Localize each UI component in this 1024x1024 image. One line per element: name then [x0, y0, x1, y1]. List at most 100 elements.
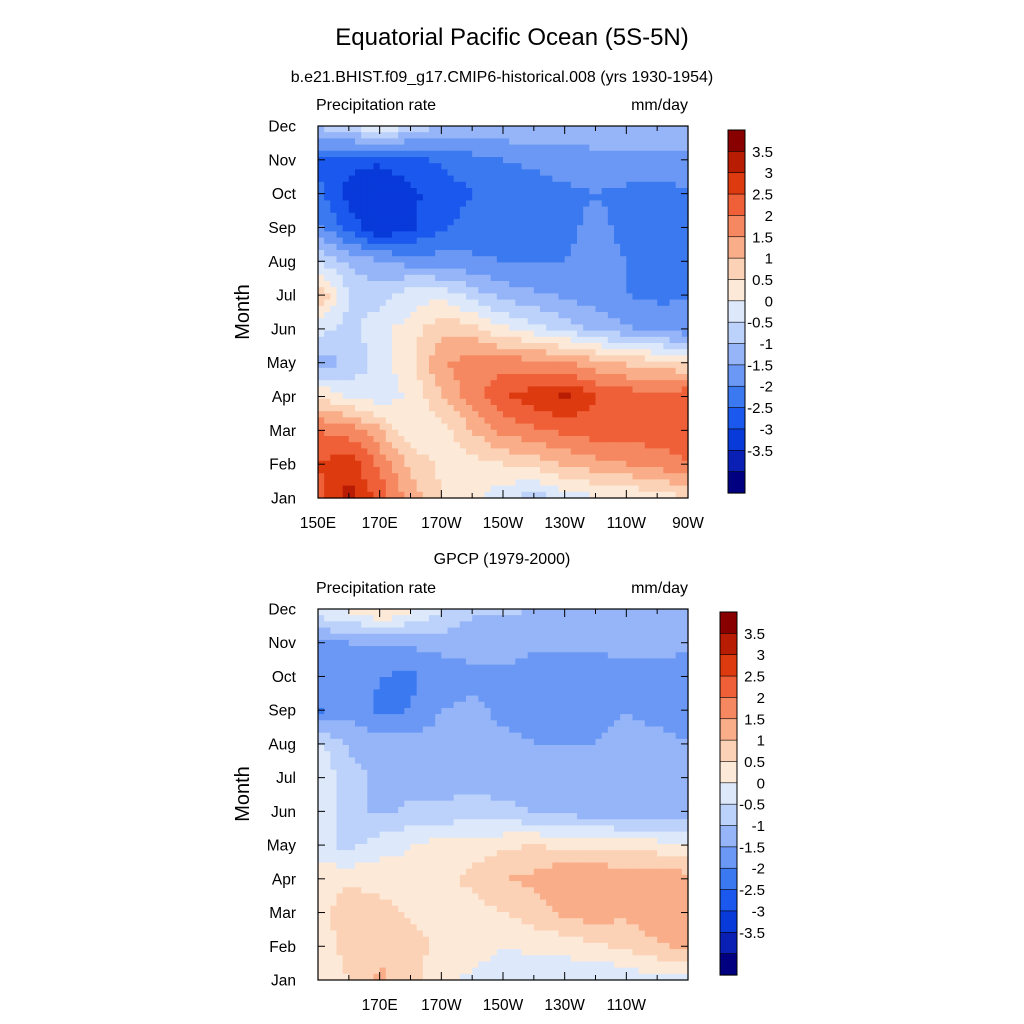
heatmap-cell: [558, 225, 566, 232]
heatmap-cell: [533, 386, 541, 394]
heatmap-cell: [589, 423, 597, 431]
heatmap-cell: [478, 138, 486, 146]
heatmap-cell: [521, 163, 529, 170]
heatmap-cell: [558, 250, 566, 257]
heatmap-cell: [570, 479, 578, 487]
heatmap-cell: [503, 126, 510, 133]
heatmap-cell: [595, 417, 603, 425]
heatmap-cell: [385, 707, 393, 715]
heatmap-cell: [373, 305, 381, 313]
heatmap-cell: [373, 318, 381, 325]
heatmap-cell: [392, 349, 399, 356]
heatmap-cell: [527, 405, 535, 412]
heatmap-cell: [651, 256, 658, 263]
heatmap-cell: [669, 343, 677, 350]
heatmap-cell: [385, 467, 393, 474]
heatmap-cell: [355, 491, 362, 499]
heatmap-cell: [595, 299, 603, 307]
heatmap-cell: [472, 175, 479, 183]
heatmap-cell: [540, 312, 547, 319]
heatmap-cell: [416, 256, 424, 263]
heatmap-cell: [546, 460, 553, 468]
heatmap-cell: [330, 237, 338, 245]
heatmap-cell: [595, 423, 603, 431]
heatmap-cell: [540, 287, 547, 294]
heatmap-cell: [478, 720, 486, 728]
heatmap-cell: [373, 714, 381, 721]
heatmap-cell: [669, 126, 677, 133]
heatmap-cell: [429, 701, 436, 709]
heatmap-cell: [429, 707, 436, 715]
heatmap-cell: [398, 689, 405, 697]
heatmap-cell: [577, 454, 584, 462]
heatmap-cell: [503, 670, 510, 678]
heatmap-cell: [527, 429, 535, 437]
heatmap-cell: [607, 454, 615, 462]
heatmap-cell: [540, 732, 547, 740]
heatmap-cell: [546, 386, 553, 394]
heatmap-cell: [466, 720, 473, 728]
heatmap-cell: [577, 646, 584, 653]
heatmap-cell: [490, 374, 498, 381]
heatmap-cell: [404, 293, 412, 301]
heatmap-cell: [429, 312, 436, 319]
heatmap-cell: [373, 132, 381, 139]
heatmap-cell: [459, 374, 467, 381]
heatmap-cell: [681, 677, 689, 684]
heatmap-cell: [392, 206, 399, 214]
heatmap-cell: [595, 330, 603, 338]
heatmap-cell: [540, 714, 547, 721]
heatmap-cell: [318, 701, 325, 709]
heatmap-cell: [614, 411, 621, 418]
heatmap-cell: [681, 467, 689, 474]
heatmap-cell: [379, 467, 387, 474]
heatmap-cell: [614, 405, 621, 412]
heatmap-cell: [484, 720, 492, 728]
heatmap-cell: [429, 157, 436, 164]
heatmap-cell: [398, 144, 405, 152]
heatmap-cell: [416, 726, 424, 734]
heatmap-cell: [570, 658, 578, 666]
heatmap-cell: [385, 658, 393, 666]
heatmap-cell: [348, 683, 356, 690]
heatmap-cell: [503, 423, 510, 431]
heatmap-cell: [515, 262, 523, 270]
heatmap-cell: [644, 714, 652, 721]
heatmap-cell: [632, 442, 640, 449]
heatmap-cell: [385, 405, 393, 412]
heatmap-cell: [478, 343, 486, 350]
heatmap-cell: [336, 374, 344, 381]
heatmap-cell: [398, 448, 405, 456]
heatmap-cell: [410, 380, 418, 387]
heatmap-cell: [663, 726, 671, 734]
heatmap-cell: [429, 658, 436, 666]
heatmap-cell: [638, 305, 646, 313]
heatmap-cell: [453, 268, 461, 276]
heatmap-cell: [552, 460, 560, 468]
heatmap-cell: [472, 448, 479, 456]
heatmap-cell: [342, 336, 350, 344]
heatmap-cell: [577, 305, 584, 313]
y-tick-label: Aug: [268, 254, 296, 271]
heatmap-cell: [472, 194, 479, 201]
heatmap-cell: [558, 318, 566, 325]
heatmap-cell: [583, 460, 590, 468]
heatmap-cell: [577, 355, 584, 363]
heatmap-cell: [472, 343, 479, 350]
heatmap-cell: [441, 274, 449, 282]
heatmap-cell: [342, 436, 350, 443]
heatmap-cell: [385, 615, 393, 622]
heatmap-cell: [509, 330, 516, 338]
heatmap-cell: [589, 231, 597, 239]
heatmap-cell: [632, 695, 640, 703]
heatmap-cell: [552, 491, 560, 499]
heatmap-cell: [669, 633, 677, 641]
heatmap-cell: [324, 144, 331, 152]
heatmap-cell: [546, 473, 553, 480]
heatmap-cell: [447, 175, 455, 183]
heatmap-cell: [355, 707, 362, 715]
heatmap-cell: [614, 695, 621, 703]
heatmap-cell: [422, 695, 430, 703]
heatmap-cell: [669, 299, 677, 307]
heatmap-cell: [632, 448, 640, 456]
